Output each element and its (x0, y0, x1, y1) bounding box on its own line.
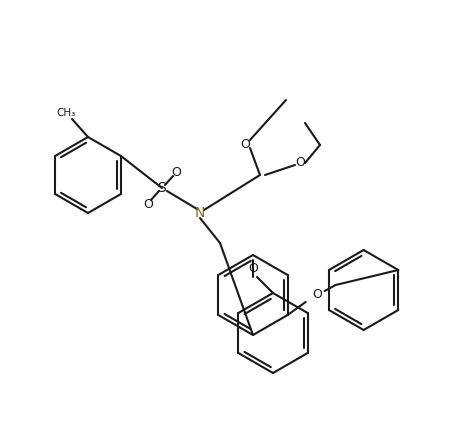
Text: O: O (312, 289, 322, 301)
Text: N: N (194, 206, 205, 220)
Text: O: O (171, 165, 181, 178)
Text: O: O (294, 156, 304, 169)
Text: O: O (248, 263, 258, 276)
Text: CH₃: CH₃ (56, 108, 76, 118)
Text: S: S (157, 181, 166, 195)
Text: O: O (143, 198, 152, 211)
Text: O: O (239, 139, 249, 152)
